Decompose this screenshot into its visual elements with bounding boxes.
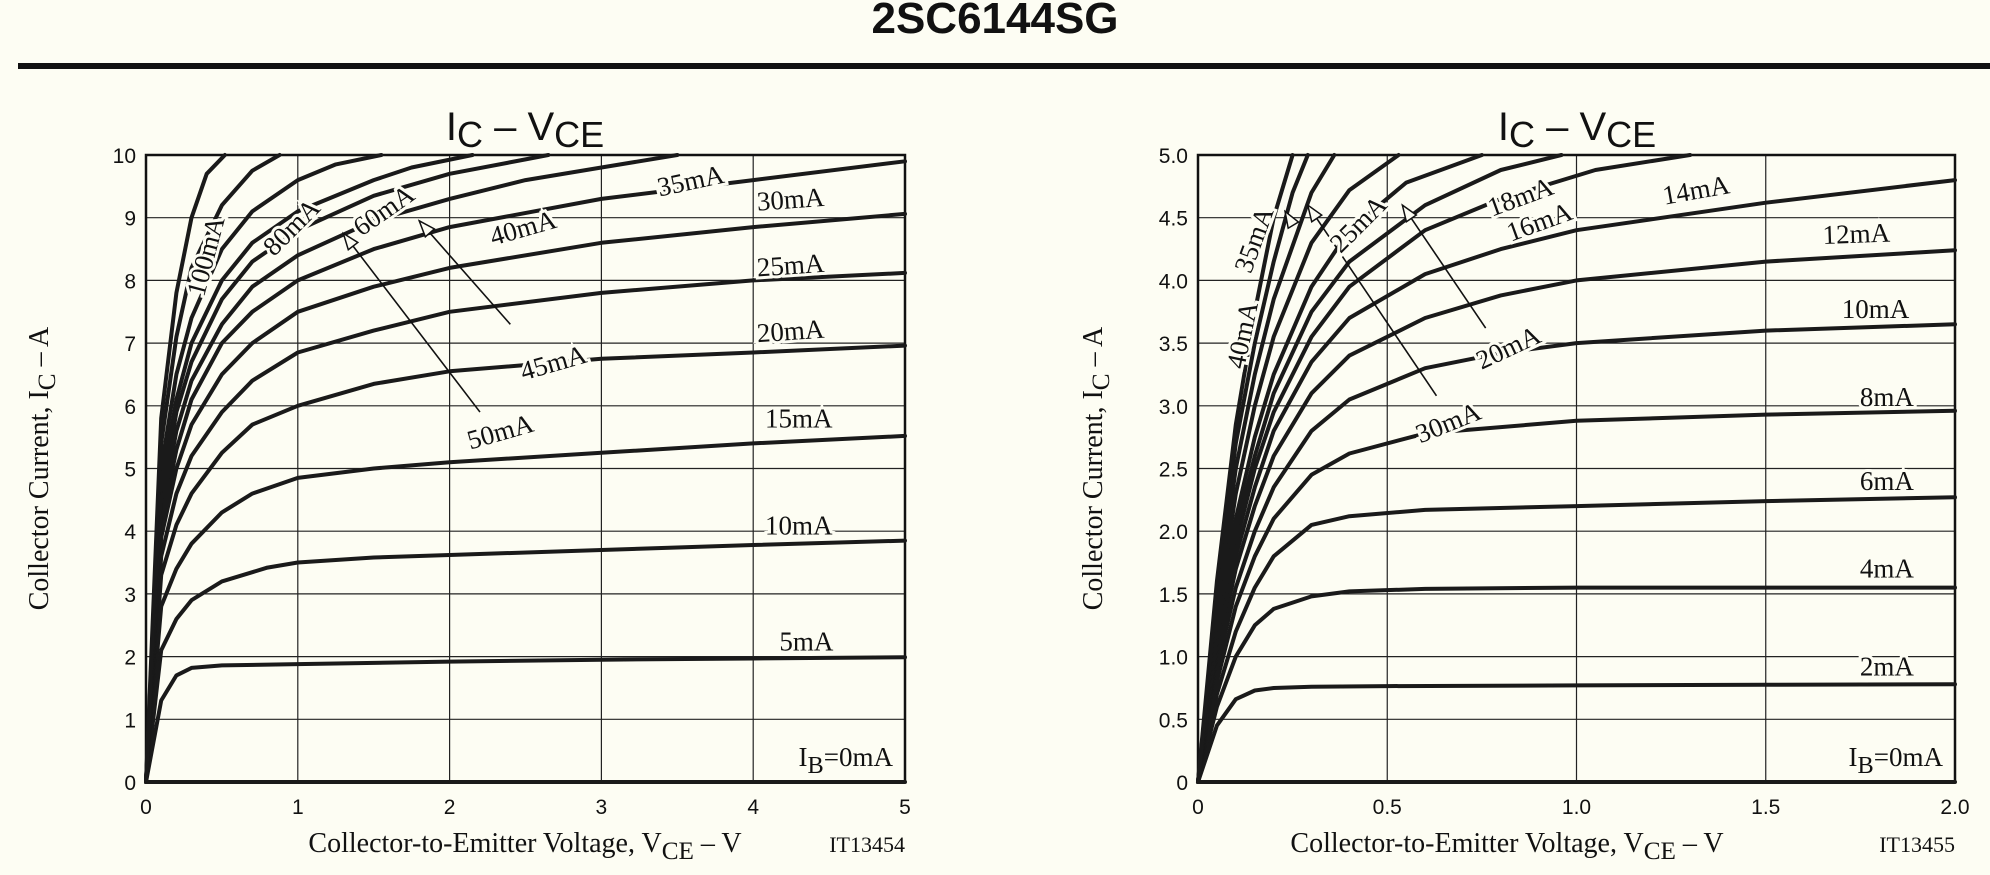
series-line-20mA <box>144 343 907 784</box>
y-tick-label: 2 <box>124 647 136 670</box>
x-tick-label: 1.0 <box>1562 796 1591 819</box>
y-tick-label: 1.5 <box>1159 584 1188 607</box>
series-line-15mA <box>144 433 907 784</box>
x-tick-label: 1 <box>292 796 304 819</box>
curve-label: 30mA <box>1411 396 1485 449</box>
series-line-12mA <box>1196 248 1957 784</box>
series-line-6mA <box>1196 495 1957 784</box>
series-line-2mA <box>1196 682 1957 784</box>
curve-label: 8mA <box>1860 382 1915 412</box>
y-tick-label: 3.0 <box>1159 396 1188 419</box>
x-axis-label: Collector-to-Emitter Voltage, VCE – V <box>1290 828 1723 865</box>
y-tick-label: 1 <box>124 709 136 732</box>
series-line-5mA <box>144 655 907 784</box>
chart-title: IC – VCE <box>1498 105 1656 155</box>
curve-label: 5mA <box>779 626 834 656</box>
curve-label: 25mA <box>1324 189 1393 258</box>
y-axis-label: Collector Current, IC – A <box>1078 326 1115 610</box>
page-title: 2SC6144SG <box>871 0 1119 43</box>
y-tick-label: 6 <box>124 396 136 419</box>
curve-label: 6mA <box>1860 466 1915 496</box>
y-tick-label: 7 <box>124 333 136 356</box>
x-tick-label: 1.5 <box>1751 796 1780 819</box>
x-tick-label: 3 <box>596 796 608 819</box>
series-line-30mA <box>144 211 907 784</box>
curve-label: 10mA <box>1842 294 1910 324</box>
y-tick-label: 3 <box>124 584 136 607</box>
leader-arrowhead <box>1401 203 1418 223</box>
series-line-45mA <box>144 153 551 784</box>
leader-arrowhead <box>1306 203 1324 224</box>
header-rule <box>18 63 1990 69</box>
curve-label: 2mA <box>1860 651 1915 681</box>
leader-arrowhead <box>417 219 436 239</box>
y-tick-label: 8 <box>124 270 136 293</box>
leader-line <box>1307 204 1438 397</box>
curve-label: 4mA <box>1860 554 1915 584</box>
leader-line <box>1401 204 1487 329</box>
x-tick-label: 5 <box>899 796 911 819</box>
series-line-10mA <box>1196 322 1957 784</box>
series-line-8mA <box>1196 408 1957 784</box>
curve-label: 12mA <box>1822 218 1891 250</box>
y-tick-label: 0 <box>124 772 136 795</box>
figure-code: IT13455 <box>1879 832 1955 857</box>
y-axis-label: Collector Current, IC – A <box>24 326 61 610</box>
chart-title: IC – VCE <box>446 105 604 155</box>
leader-line <box>342 232 481 413</box>
x-tick-label: 2 <box>444 796 456 819</box>
curve-label: 14mA <box>1660 169 1732 210</box>
curve-label: 15mA <box>765 404 833 434</box>
y-tick-label: 4.5 <box>1159 208 1188 231</box>
x-tick-label: 0 <box>1192 796 1204 819</box>
y-tick-label: 9 <box>124 208 136 231</box>
leader-arrowhead <box>342 231 360 251</box>
leader-arrowhead <box>1283 209 1300 230</box>
y-tick-label: 0.5 <box>1159 709 1188 732</box>
leader-line <box>418 220 511 325</box>
y-tick-label: 1.0 <box>1159 647 1188 670</box>
y-tick-label: 4.0 <box>1159 270 1188 293</box>
ib0-label: IB=0mA <box>1849 742 1944 779</box>
y-tick-label: 5.0 <box>1159 145 1188 168</box>
series-line-100mA <box>144 153 227 784</box>
figure-code: IT13454 <box>829 832 905 857</box>
ib0-label: IB=0mA <box>799 742 894 779</box>
series-line-50mA <box>144 153 475 784</box>
curve-label: 10mA <box>765 510 833 540</box>
series-line-14mA <box>1196 178 1957 784</box>
series-line-25mA <box>144 270 907 784</box>
series-line-60mA <box>144 153 384 784</box>
series-line-35mA <box>144 159 907 784</box>
y-tick-label: 2.0 <box>1159 521 1188 544</box>
x-tick-label: 2.0 <box>1940 796 1969 819</box>
y-tick-label: 5 <box>124 459 136 482</box>
series-line-40mA <box>144 153 680 784</box>
x-axis-label: Collector-to-Emitter Voltage, VCE – V <box>308 828 741 865</box>
x-tick-label: 0 <box>140 796 152 819</box>
y-tick-label: 3.5 <box>1159 333 1188 356</box>
series-group <box>1196 153 1957 784</box>
x-tick-label: 0.5 <box>1373 796 1402 819</box>
series-group <box>144 153 907 784</box>
y-tick-label: 2.5 <box>1159 459 1188 482</box>
y-tick-label: 0 <box>1176 772 1188 795</box>
series-line-4mA <box>1196 585 1957 784</box>
y-tick-label: 10 <box>113 145 136 168</box>
series-line-40mA <box>1196 153 1295 784</box>
series-line-20mA <box>1196 153 1484 784</box>
curve-label: 20mA <box>1471 319 1545 375</box>
series-line-10mA <box>144 538 907 784</box>
y-tick-label: 4 <box>124 521 136 544</box>
x-tick-label: 4 <box>747 796 759 819</box>
